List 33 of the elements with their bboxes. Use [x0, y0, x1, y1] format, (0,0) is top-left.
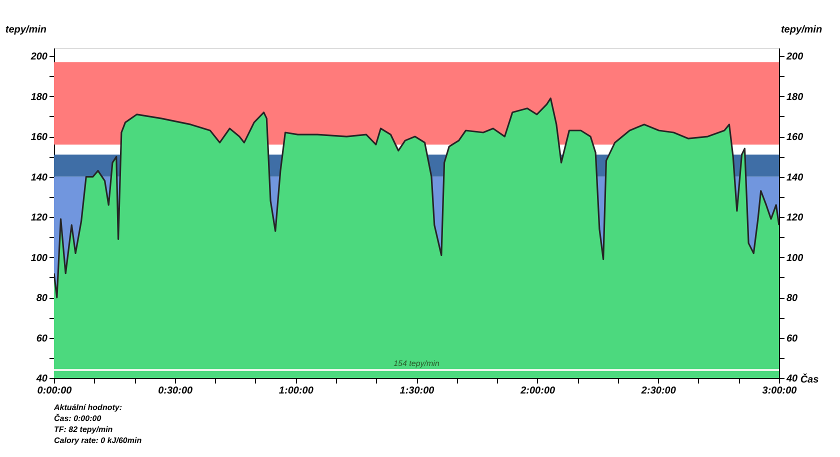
y-tick-label: 120: [30, 212, 48, 224]
text: Čas: 0:00:00: [54, 413, 102, 423]
y-axis-title: tepy/min: [5, 24, 46, 36]
y-tick-label: 180: [30, 92, 48, 103]
y2-tick-label: 100: [786, 252, 804, 264]
x-tick-label: 3:00:00: [762, 386, 798, 396]
y2-tick-label: 120: [786, 212, 804, 224]
y2-tick-label: 140: [786, 172, 804, 184]
ref-line-label: 154 tepy/min: [394, 358, 440, 368]
y-tick-label: 40: [35, 374, 48, 384]
y-tick-label: 100: [30, 252, 48, 264]
y2-tick-label: 40: [786, 374, 798, 384]
x-tick-label: 0:30:00: [158, 386, 194, 396]
y-tick-label: 160: [30, 132, 48, 144]
x-tick-label: 0:00:00: [37, 386, 72, 396]
x-tick-label: 1:00:00: [278, 386, 314, 396]
y2-tick-label: 80: [786, 293, 798, 304]
text: Aktuální hodnoty:: [53, 403, 122, 412]
y-tick-label: 140: [30, 172, 48, 184]
x-tick-label: 2:00:00: [520, 386, 556, 396]
text: Calory rate: 0 kJ/60min: [54, 436, 142, 445]
y2-tick-label: 60: [786, 333, 798, 344]
y2-tick-label: 200: [786, 52, 804, 63]
y2-axis-title: tepy/min: [780, 24, 822, 36]
text: TF: 82 tepy/min: [54, 425, 113, 434]
y2-tick-label: 180: [786, 92, 804, 103]
y2-tick-label: 160: [786, 132, 804, 144]
y-tick-label: 60: [36, 333, 48, 344]
x-tick-label: 1:30:00: [400, 386, 435, 396]
y-tick-label: 200: [30, 52, 48, 63]
x-tick-label: 2:30:00: [640, 386, 676, 396]
x-axis-title: Čas: [800, 374, 820, 386]
y-tick-label: 80: [36, 293, 48, 304]
